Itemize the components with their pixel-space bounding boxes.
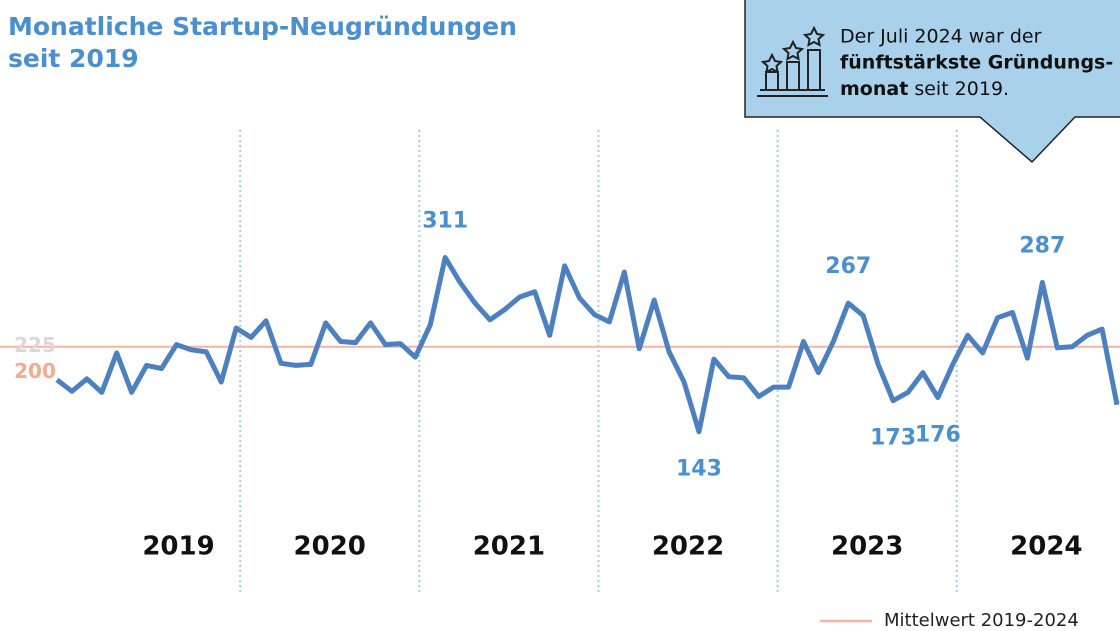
value-label: 267 — [825, 254, 871, 279]
year-label: 2021 — [473, 532, 545, 562]
value-label: 143 — [676, 457, 722, 482]
callout-text: Der Juli 2024 war der — [840, 26, 1042, 48]
callout-rest: seit 2019. — [914, 78, 1009, 100]
callout-bold: monat — [840, 78, 908, 100]
callout-text: monat seit 2019. — [840, 78, 1009, 100]
value-label: 311 — [422, 209, 468, 234]
chart-title: seit 2019 — [8, 44, 139, 73]
callout-icon — [757, 25, 828, 97]
value-label: 176 — [915, 423, 961, 448]
y-tick-label: 200 — [14, 359, 56, 383]
year-label: 2020 — [294, 532, 366, 562]
value-label: 287 — [1019, 233, 1065, 258]
chart-title: Monatliche Startup-Neugründungen — [8, 12, 517, 41]
legend-label: Mittelwert 2019-2024 — [884, 610, 1079, 631]
year-label: 2019 — [142, 532, 214, 562]
y-tick-label: 225 — [14, 333, 56, 357]
year-label: 2023 — [831, 532, 903, 562]
callout: Der Juli 2024 war der fünftstärkste Grün… — [744, 0, 1120, 164]
callout-text: fünftstärkste Gründungs- — [840, 52, 1113, 74]
callout-box — [744, 0, 1120, 164]
year-label: 2022 — [652, 532, 724, 562]
year-label: 2024 — [1010, 532, 1082, 562]
data-line — [55, 255, 1120, 435]
value-label: 173 — [870, 426, 916, 451]
